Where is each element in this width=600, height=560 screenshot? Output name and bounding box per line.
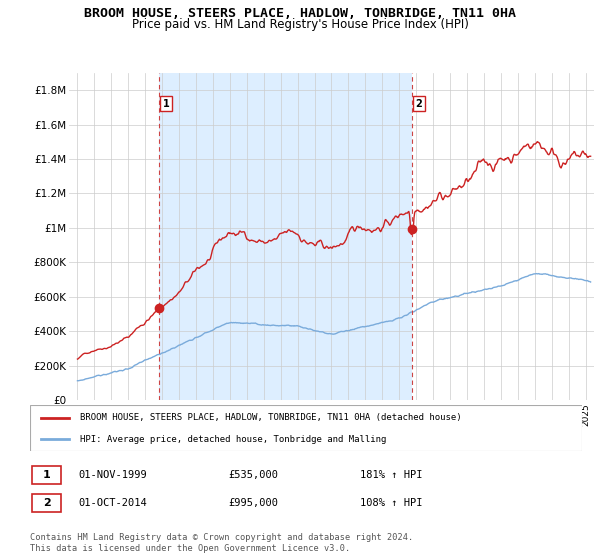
Text: 01-NOV-1999: 01-NOV-1999 <box>78 470 147 480</box>
Text: 2: 2 <box>415 99 422 109</box>
Text: Contains HM Land Registry data © Crown copyright and database right 2024.
This d: Contains HM Land Registry data © Crown c… <box>30 533 413 553</box>
Text: 2: 2 <box>43 498 50 508</box>
Text: 1: 1 <box>43 470 50 480</box>
Text: BROOM HOUSE, STEERS PLACE, HADLOW, TONBRIDGE, TN11 0HA (detached house): BROOM HOUSE, STEERS PLACE, HADLOW, TONBR… <box>80 413 461 422</box>
Text: 108% ↑ HPI: 108% ↑ HPI <box>360 498 422 508</box>
Text: BROOM HOUSE, STEERS PLACE, HADLOW, TONBRIDGE, TN11 0HA: BROOM HOUSE, STEERS PLACE, HADLOW, TONBR… <box>84 7 516 20</box>
Text: HPI: Average price, detached house, Tonbridge and Malling: HPI: Average price, detached house, Tonb… <box>80 435 386 444</box>
Text: 01-OCT-2014: 01-OCT-2014 <box>78 498 147 508</box>
Text: Price paid vs. HM Land Registry's House Price Index (HPI): Price paid vs. HM Land Registry's House … <box>131 18 469 31</box>
Text: £535,000: £535,000 <box>228 470 278 480</box>
Text: 181% ↑ HPI: 181% ↑ HPI <box>360 470 422 480</box>
Text: £995,000: £995,000 <box>228 498 278 508</box>
Text: 1: 1 <box>163 99 169 109</box>
Bar <box>159 73 412 400</box>
